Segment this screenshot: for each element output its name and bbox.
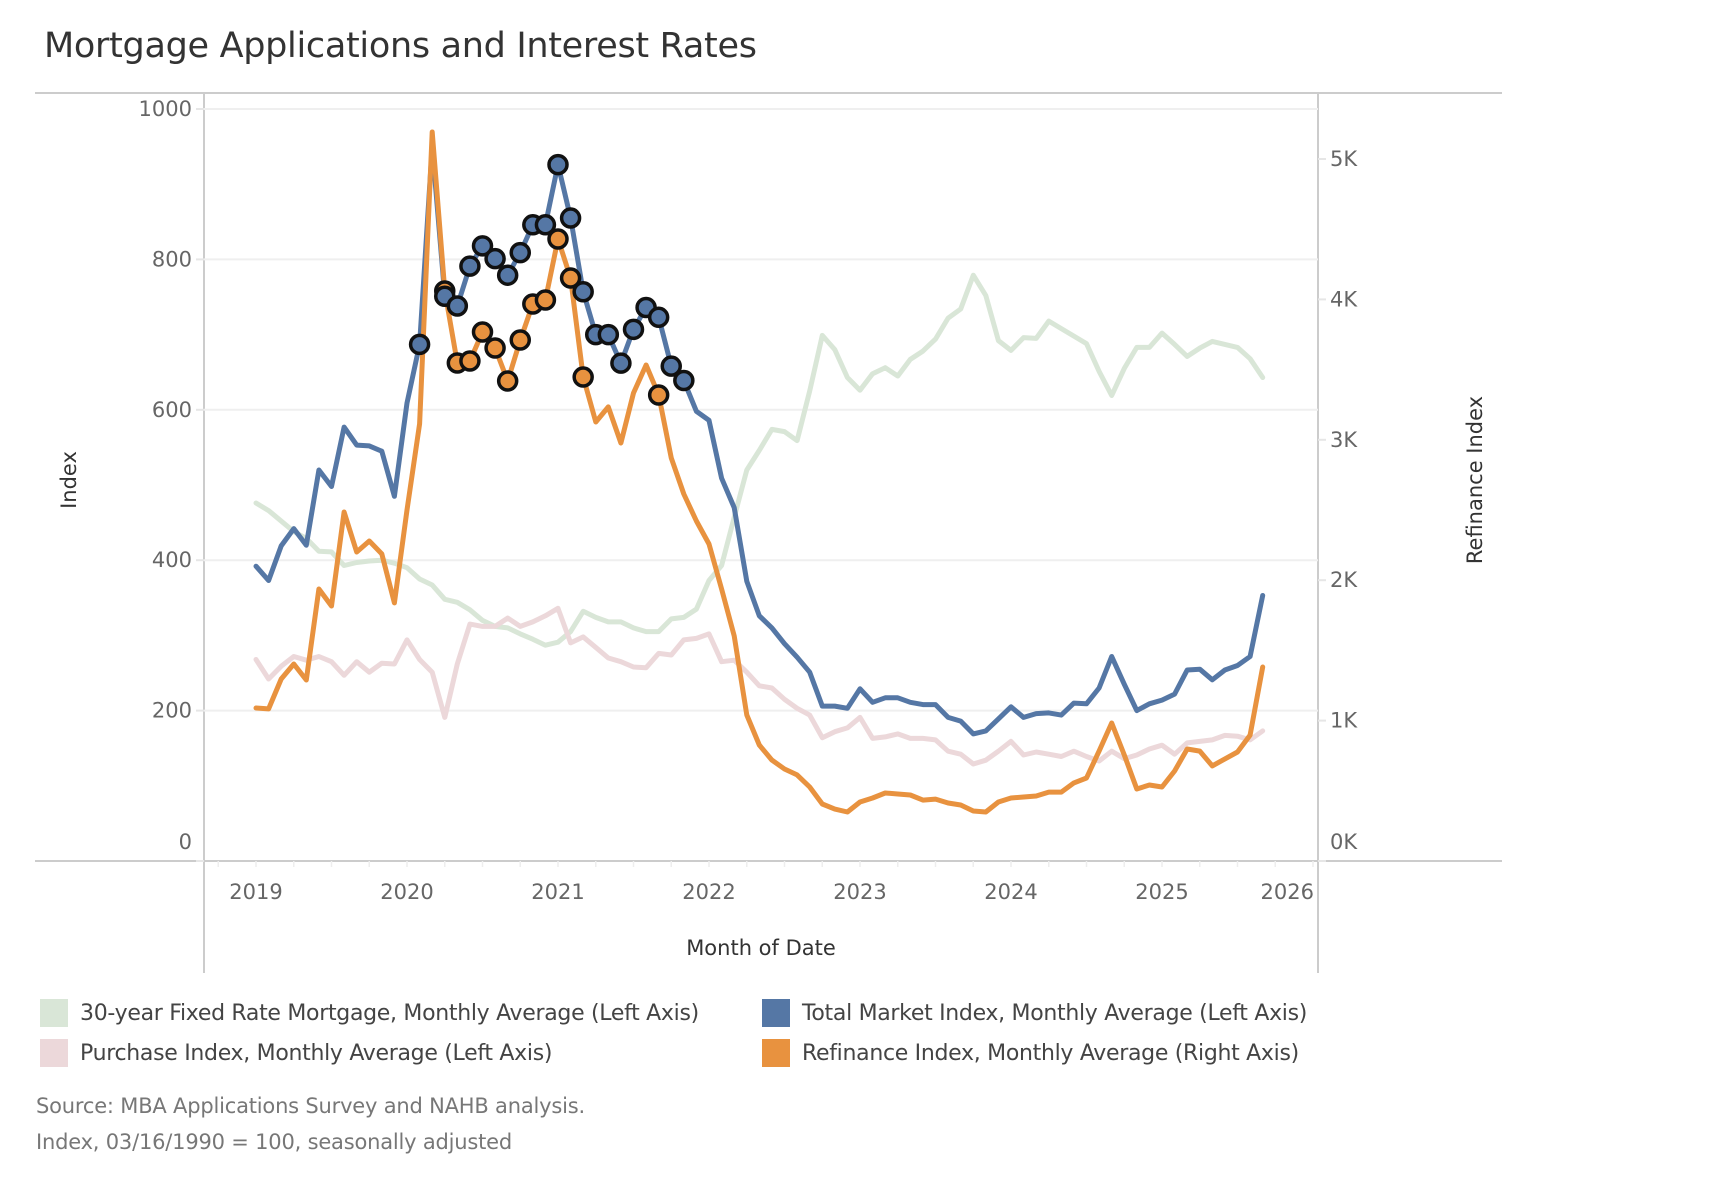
highlight-marker[interactable]	[647, 384, 670, 406]
y2-tick-label: 0K	[1330, 830, 1358, 854]
legend-swatch-30yr-frm	[40, 999, 68, 1027]
y2-tick-label: 2K	[1330, 568, 1358, 592]
gridlines	[204, 108, 1318, 712]
x-tick-label: 2025	[1135, 880, 1188, 904]
legend-label-refinance: Refinance Index, Monthly Average (Right …	[802, 1040, 1299, 1066]
highlight-marker[interactable]	[559, 207, 582, 229]
x-tick-label: 2022	[682, 880, 735, 904]
y2-axis-title: Refinance Index	[1463, 396, 1487, 564]
highlight-marker[interactable]	[597, 323, 620, 346]
legend-label-30yr-frm: 30-year Fixed Rate Mortgage, Monthly Ave…	[80, 1000, 699, 1026]
source-note: Source: MBA Applications Survey and NAHB…	[36, 1094, 585, 1118]
highlight-marker[interactable]	[534, 214, 557, 236]
x-tick-label: 2023	[833, 880, 886, 904]
highlight-marker[interactable]	[534, 289, 557, 311]
x-tick-label: 2021	[531, 880, 584, 904]
x-tick-label: 2019	[229, 880, 282, 904]
highlight-marker[interactable]	[484, 247, 506, 270]
highlight-marker[interactable]	[471, 321, 494, 343]
chart-title: Mortgage Applications and Interest Rates	[44, 26, 757, 66]
y2-tick-label: 5K	[1330, 147, 1358, 171]
x-tick-label: 2024	[984, 880, 1037, 904]
series-line-0[interactable]	[253, 272, 1266, 648]
legend-label-purchase: Purchase Index, Monthly Average (Left Ax…	[80, 1040, 553, 1066]
y-axis-title: Index	[57, 451, 81, 509]
x-axis-ticks: 2019 2020 2021 2022 2023 2024 2025 2026	[217, 861, 1314, 904]
y-tick-label: 400	[152, 548, 192, 572]
legend-label-total-market: Total Market Index, Monthly Average (Lef…	[802, 1000, 1308, 1026]
highlight-marker[interactable]	[673, 369, 695, 392]
y2-tick-label: 3K	[1330, 428, 1358, 452]
series-line-3[interactable]	[253, 129, 1266, 815]
highlight-marker[interactable]	[547, 228, 569, 250]
highlight-marker[interactable]	[459, 255, 481, 277]
index-note: Index, 03/16/1990 = 100, seasonally adju…	[36, 1130, 513, 1154]
series-line-2[interactable]	[253, 144, 1266, 737]
legend-item-30yr-frm[interactable]: 30-year Fixed Rate Mortgage, Monthly Ave…	[40, 996, 699, 1030]
highlight-marker[interactable]	[496, 264, 519, 286]
x-tick-label: 2020	[380, 880, 433, 904]
chart-frame	[35, 92, 1502, 973]
highlight-marker[interactable]	[471, 235, 494, 257]
highlight-marker[interactable]	[509, 329, 531, 351]
y-tick-label: 0	[179, 830, 192, 854]
highlight-markers	[408, 153, 695, 406]
legend-swatch-refinance	[762, 1039, 790, 1067]
highlight-marker[interactable]	[610, 352, 632, 374]
highlight-marker[interactable]	[547, 153, 569, 176]
highlight-marker[interactable]	[446, 295, 469, 317]
highlight-marker[interactable]	[622, 318, 645, 341]
highlight-marker[interactable]	[660, 355, 682, 377]
legend-item-refinance[interactable]: Refinance Index, Monthly Average (Right …	[762, 1036, 1299, 1070]
y2-tick-label: 1K	[1330, 709, 1358, 733]
highlight-marker[interactable]	[459, 350, 481, 372]
highlight-marker[interactable]	[509, 241, 531, 264]
highlight-marker[interactable]	[572, 366, 594, 388]
y-tick-label: 1000	[139, 97, 192, 121]
right-axis-ticks: 0K 1K 2K 3K 4K 5K	[1318, 147, 1358, 862]
highlight-marker[interactable]	[647, 306, 670, 329]
highlight-marker[interactable]	[484, 337, 506, 359]
x-tick-label: 2026	[1261, 880, 1314, 904]
legend-item-purchase[interactable]: Purchase Index, Monthly Average (Left Ax…	[40, 1036, 552, 1070]
y-tick-label: 600	[152, 398, 192, 422]
highlight-marker[interactable]	[408, 333, 431, 356]
series-lines	[253, 129, 1266, 815]
left-axis-ticks: 0 200 400 600 800 1000	[139, 97, 204, 862]
y-tick-label: 800	[152, 247, 192, 271]
legend-swatch-purchase	[40, 1039, 68, 1067]
highlight-marker[interactable]	[496, 370, 519, 392]
legend-swatch-total-market	[762, 999, 790, 1027]
x-axis-title: Month of Date	[686, 936, 836, 960]
highlight-marker[interactable]	[559, 267, 582, 289]
highlight-marker[interactable]	[572, 280, 594, 303]
legend-item-total-market[interactable]: Total Market Index, Monthly Average (Lef…	[762, 996, 1307, 1030]
y-tick-label: 200	[152, 699, 192, 723]
y2-tick-label: 4K	[1330, 287, 1358, 311]
